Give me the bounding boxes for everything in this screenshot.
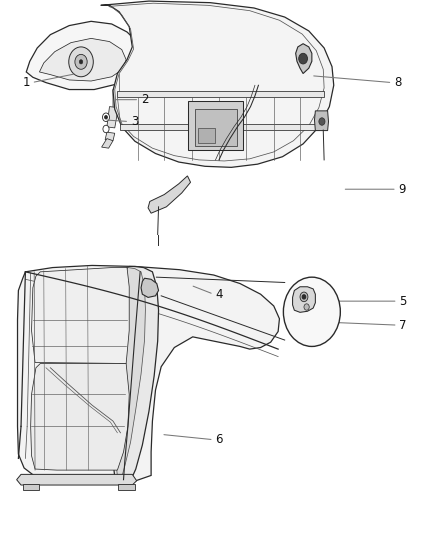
Polygon shape — [314, 111, 328, 131]
Polygon shape — [39, 38, 126, 81]
Circle shape — [300, 292, 308, 302]
Text: 7: 7 — [399, 319, 407, 332]
Polygon shape — [293, 287, 315, 312]
Polygon shape — [296, 44, 312, 74]
Bar — [23, 484, 39, 490]
Text: 4: 4 — [215, 288, 223, 301]
Polygon shape — [117, 91, 324, 97]
Circle shape — [105, 116, 107, 119]
Circle shape — [79, 60, 83, 64]
Polygon shape — [105, 132, 115, 141]
Text: 5: 5 — [399, 295, 406, 308]
Circle shape — [304, 304, 309, 310]
Bar — [195, 109, 237, 146]
Polygon shape — [148, 176, 191, 213]
Text: 1: 1 — [22, 76, 30, 89]
Circle shape — [75, 54, 87, 69]
Circle shape — [283, 277, 340, 346]
Polygon shape — [31, 364, 129, 470]
Circle shape — [103, 125, 109, 133]
Circle shape — [302, 295, 306, 299]
Text: 8: 8 — [394, 76, 401, 89]
Polygon shape — [17, 474, 137, 485]
Circle shape — [299, 53, 307, 64]
Polygon shape — [141, 278, 159, 297]
Text: 2: 2 — [141, 93, 148, 106]
Polygon shape — [120, 124, 319, 130]
Bar — [118, 484, 135, 490]
Text: 9: 9 — [398, 183, 406, 196]
Circle shape — [69, 47, 93, 77]
Text: 3: 3 — [131, 115, 138, 128]
Polygon shape — [116, 268, 145, 477]
Polygon shape — [32, 268, 129, 364]
Polygon shape — [18, 265, 279, 484]
Circle shape — [319, 118, 325, 125]
Text: 6: 6 — [215, 433, 223, 446]
Polygon shape — [107, 107, 118, 128]
Polygon shape — [101, 1, 334, 167]
Polygon shape — [102, 139, 113, 148]
Polygon shape — [114, 266, 159, 482]
Circle shape — [102, 113, 110, 122]
Polygon shape — [26, 21, 142, 90]
Bar — [198, 128, 215, 143]
Bar — [188, 101, 243, 150]
Polygon shape — [113, 77, 122, 108]
